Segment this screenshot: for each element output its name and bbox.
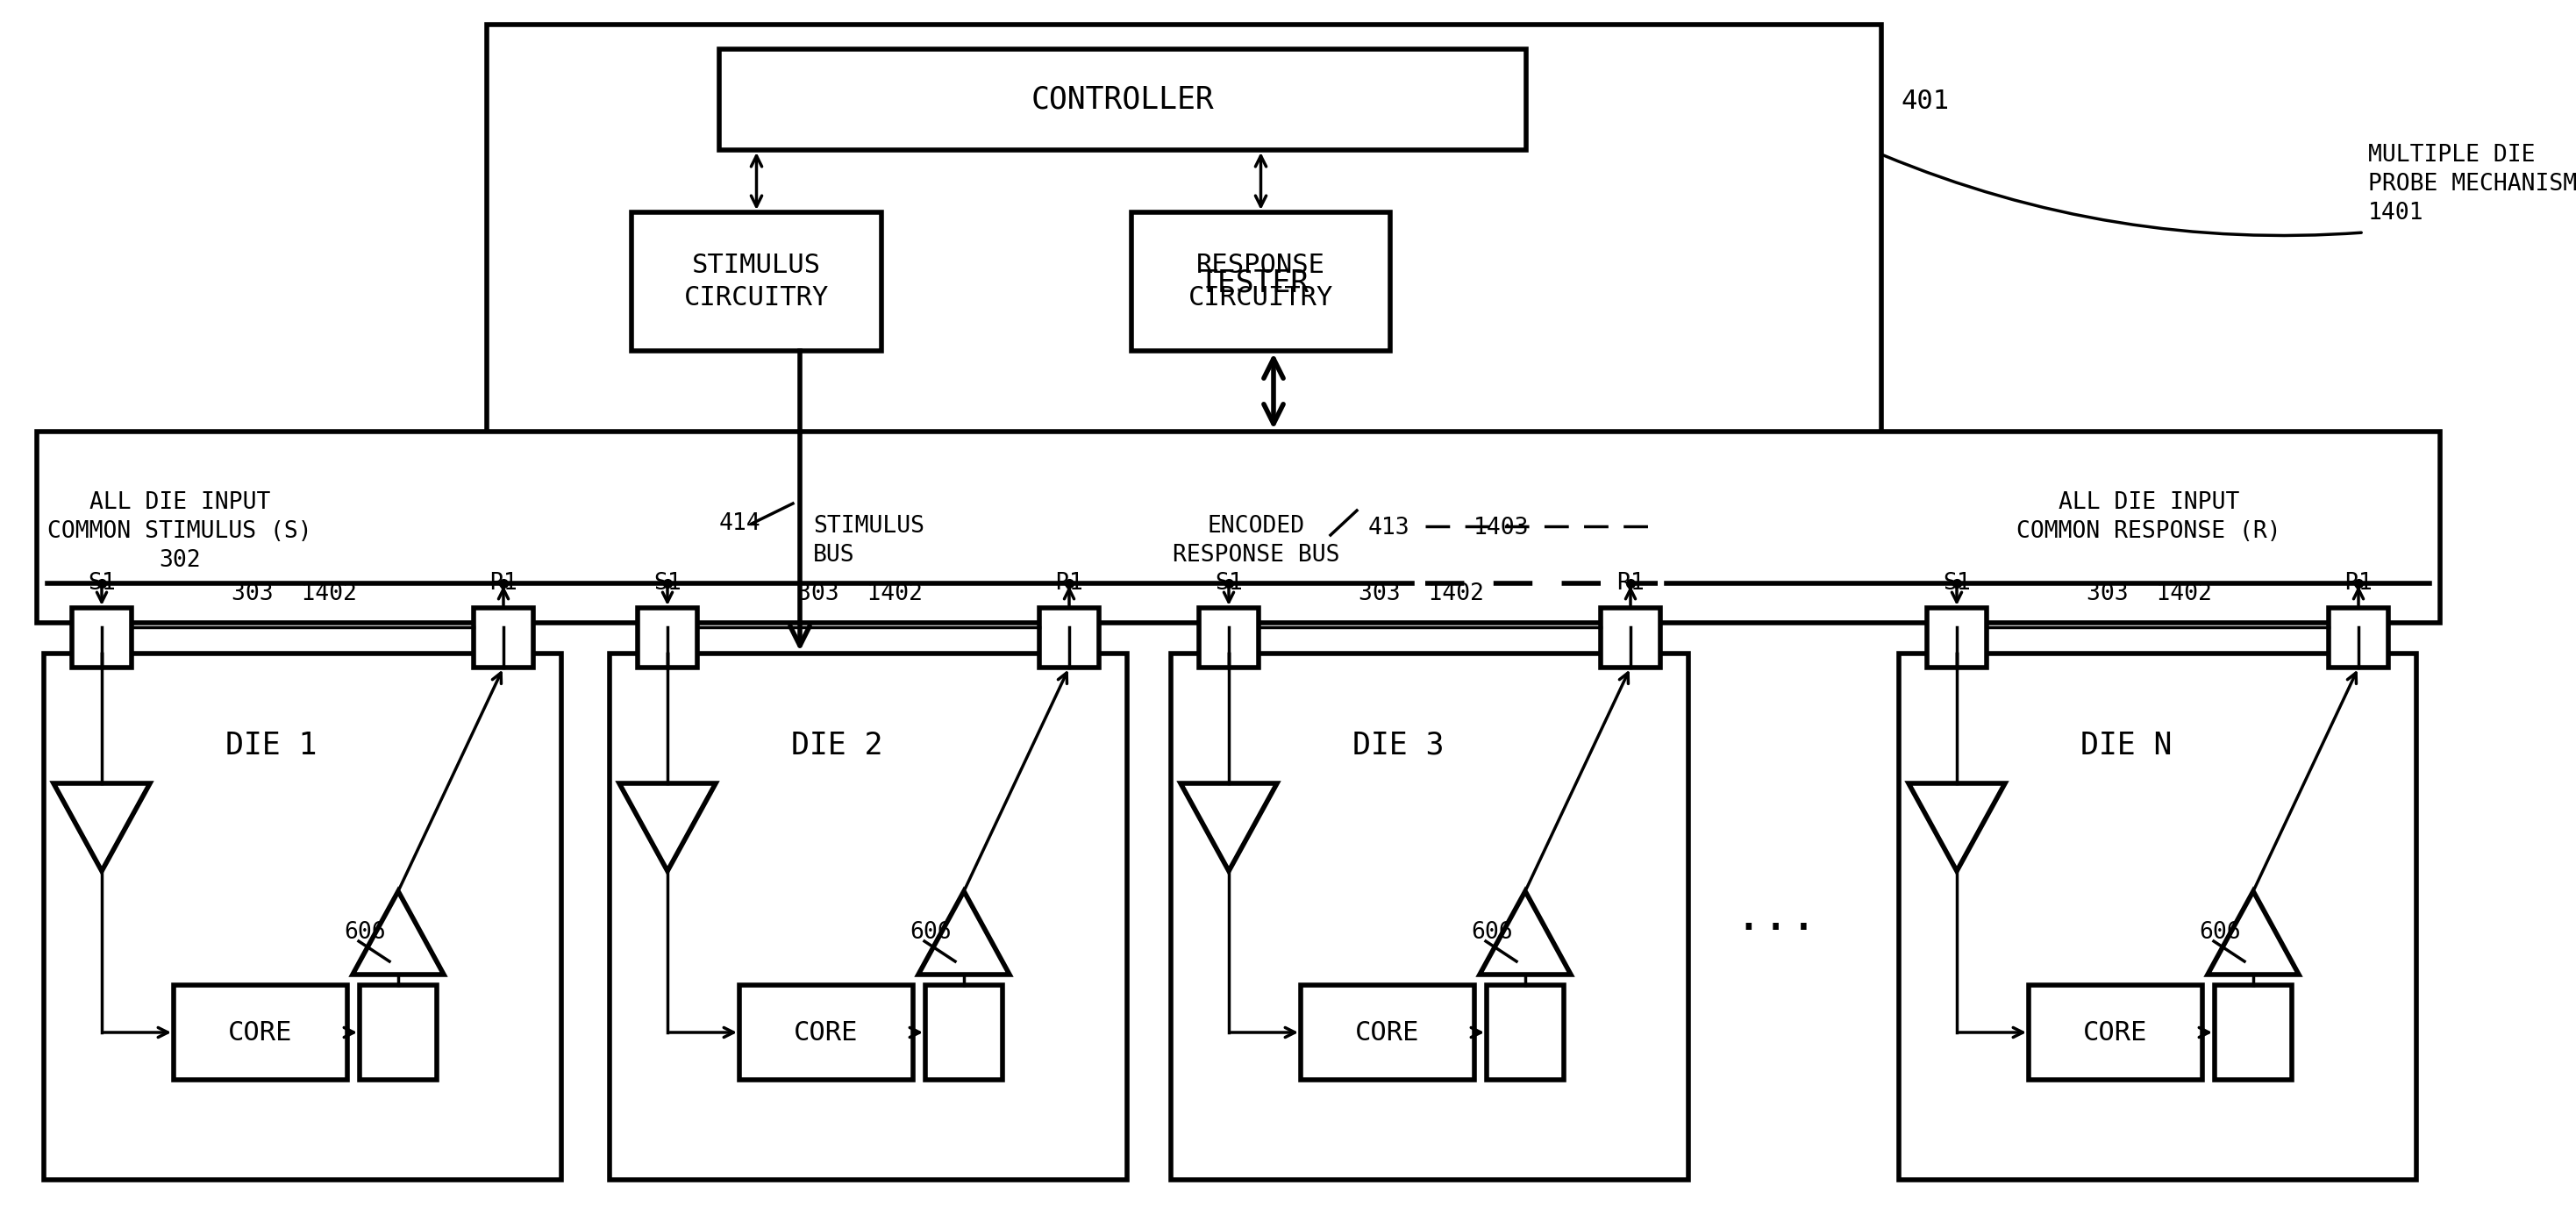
Bar <box>1131 212 1391 351</box>
Bar <box>44 653 562 1179</box>
Text: MULTIPLE DIE
PROBE MECHANISM
1401: MULTIPLE DIE PROBE MECHANISM 1401 <box>2367 144 2576 225</box>
Text: 414: 414 <box>719 512 760 535</box>
Bar <box>631 212 881 351</box>
Bar <box>36 432 2439 623</box>
Text: DIE N: DIE N <box>2081 730 2172 760</box>
Bar <box>1927 608 1986 667</box>
Text: 606: 606 <box>909 921 951 944</box>
Text: ...: ... <box>1734 894 1819 939</box>
Bar <box>2329 608 2388 667</box>
Bar <box>2030 985 2202 1080</box>
Bar <box>1172 653 1687 1179</box>
Text: CORE: CORE <box>793 1020 858 1045</box>
Text: R1: R1 <box>1056 572 1082 595</box>
Text: 606: 606 <box>2200 921 2241 944</box>
Bar <box>1899 653 2416 1179</box>
Bar <box>361 985 438 1080</box>
Bar <box>474 608 533 667</box>
Text: 303  1402: 303 1402 <box>2087 583 2213 605</box>
Text: ENCODED
RESPONSE BUS: ENCODED RESPONSE BUS <box>1172 515 1340 566</box>
Bar <box>611 653 1128 1179</box>
Text: STIMULUS
CIRCUITRY: STIMULUS CIRCUITRY <box>685 252 829 310</box>
Bar <box>1301 985 1473 1080</box>
Bar <box>1600 608 1662 667</box>
Text: TESTER: TESTER <box>1198 268 1309 298</box>
Bar <box>1038 608 1100 667</box>
Text: ALL DIE INPUT
COMMON RESPONSE (R): ALL DIE INPUT COMMON RESPONSE (R) <box>2017 491 2282 543</box>
Text: 303  1402: 303 1402 <box>232 583 355 605</box>
Bar <box>639 608 698 667</box>
Bar <box>719 49 1525 150</box>
Text: 606: 606 <box>343 921 386 944</box>
Text: R1: R1 <box>489 572 518 595</box>
Text: RESPONSE
CIRCUITRY: RESPONSE CIRCUITRY <box>1188 252 1334 310</box>
Text: CORE: CORE <box>229 1020 294 1045</box>
Bar <box>2215 985 2293 1080</box>
Text: CONTROLLER: CONTROLLER <box>1030 84 1213 115</box>
Text: 1403: 1403 <box>1473 517 1530 540</box>
Text: R1: R1 <box>1618 572 1643 595</box>
Text: S1: S1 <box>654 572 683 595</box>
Text: 303  1402: 303 1402 <box>1358 583 1484 605</box>
Text: DIE 2: DIE 2 <box>791 730 884 760</box>
Text: DIE 1: DIE 1 <box>227 730 317 760</box>
Text: 303  1402: 303 1402 <box>796 583 922 605</box>
Bar <box>487 24 1880 435</box>
Text: 401: 401 <box>1901 89 1950 115</box>
Bar <box>1198 608 1260 667</box>
Bar <box>173 985 348 1080</box>
Text: ALL DIE INPUT
COMMON STIMULUS (S)
302: ALL DIE INPUT COMMON STIMULUS (S) 302 <box>46 491 312 572</box>
Text: S1: S1 <box>1216 572 1242 595</box>
Text: 606: 606 <box>1471 921 1512 944</box>
Text: S1: S1 <box>1942 572 1971 595</box>
Bar <box>739 985 912 1080</box>
Bar <box>1486 985 1564 1080</box>
Bar <box>72 608 131 667</box>
Text: S1: S1 <box>88 572 116 595</box>
Bar <box>925 985 1002 1080</box>
Text: 413: 413 <box>1368 517 1409 540</box>
Text: STIMULUS
BUS: STIMULUS BUS <box>814 515 925 566</box>
Text: R1: R1 <box>2344 572 2372 595</box>
Text: DIE 3: DIE 3 <box>1352 730 1445 760</box>
Text: CORE: CORE <box>2084 1020 2148 1045</box>
Text: CORE: CORE <box>1355 1020 1419 1045</box>
